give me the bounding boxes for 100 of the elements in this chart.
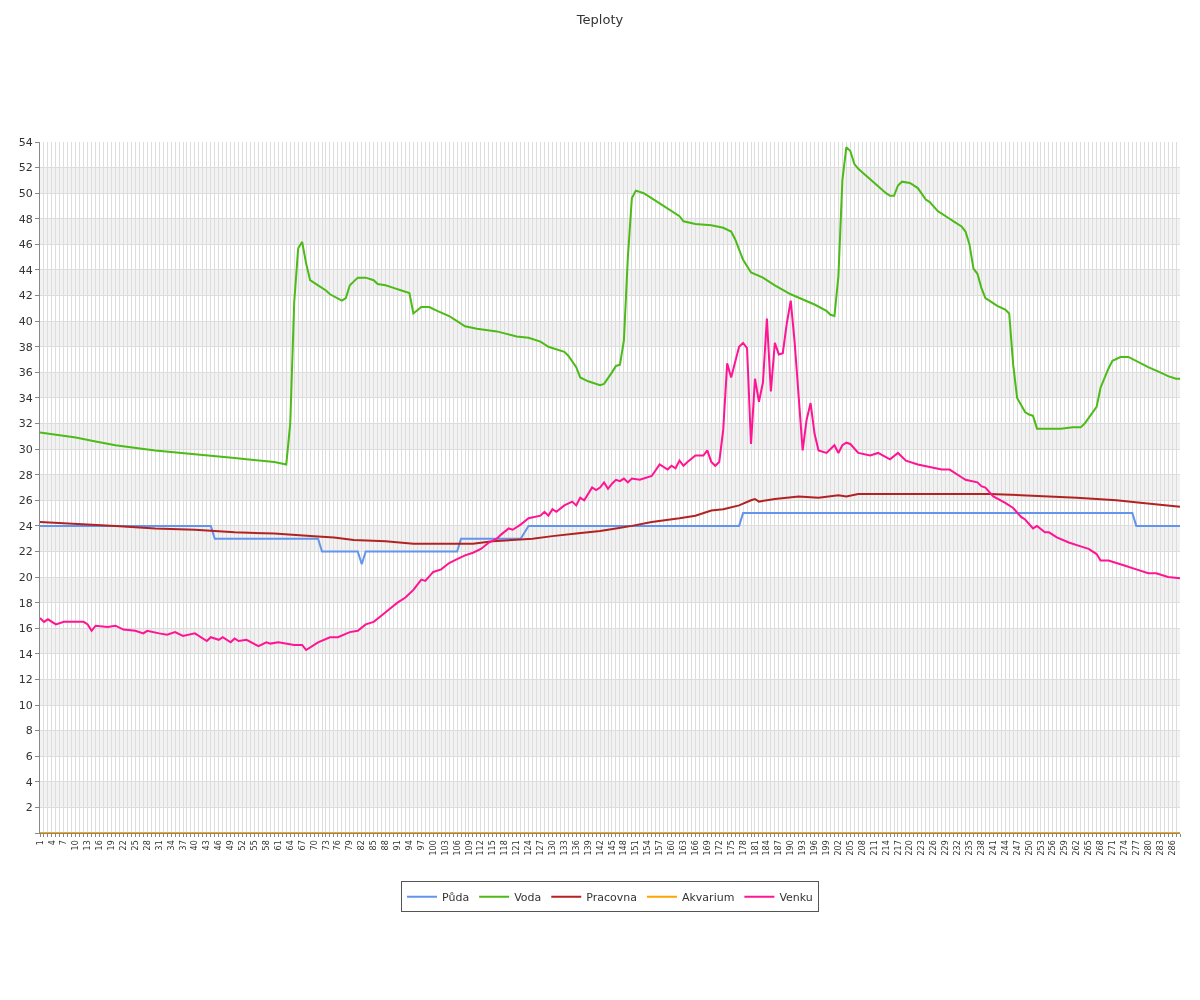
y-tick-label: 40 xyxy=(18,315,33,328)
x-tick-label: 253 xyxy=(1036,840,1046,856)
x-tick-label: 268 xyxy=(1096,840,1106,856)
x-tick-label: 139 xyxy=(583,840,593,856)
x-tick-label: 73 xyxy=(321,840,331,851)
y-tick-label: 24 xyxy=(18,519,33,533)
y-tick-label: 36 xyxy=(18,366,33,380)
y-tick-label: 2 xyxy=(25,801,33,815)
x-tick-label: 124 xyxy=(524,840,534,856)
y-tick-label: 34 xyxy=(18,391,33,405)
x-tick-label: 34 xyxy=(166,840,176,851)
x-tick-label: 55 xyxy=(250,840,260,851)
y-tick-label: 8 xyxy=(25,724,33,738)
x-tick-label: 52 xyxy=(238,840,248,851)
line-series xyxy=(40,492,1180,545)
x-tick-label: 112 xyxy=(476,840,486,856)
y-tick-label: 18 xyxy=(18,596,33,610)
x-tick-label: 247 xyxy=(1012,840,1022,856)
x-tick-label: 187 xyxy=(774,840,784,856)
x-tick-label: 151 xyxy=(631,840,641,856)
x-tick-label: 205 xyxy=(845,840,855,856)
x-tick-label: 163 xyxy=(679,840,689,856)
x-tick-label: 211 xyxy=(869,840,879,856)
y-tick-label: 38 xyxy=(18,340,33,354)
x-tick-label: 103 xyxy=(440,840,450,856)
x-tick-label: 82 xyxy=(357,840,367,851)
x-tick-label: 136 xyxy=(571,840,581,856)
y-tick-label: 32 xyxy=(18,417,33,431)
legend-label: Pracovna xyxy=(586,891,637,905)
x-tick-label: 1 xyxy=(35,840,45,846)
x-tick-label: 142 xyxy=(595,840,605,856)
x-tick-label: 241 xyxy=(988,840,998,856)
x-tick-label: 256 xyxy=(1048,840,1058,856)
x-tick-label: 265 xyxy=(1084,840,1094,856)
x-tick-label: 235 xyxy=(965,840,975,856)
x-tick-label: 79 xyxy=(345,840,355,851)
x-tick-label: 160 xyxy=(667,840,677,856)
x-tick-label: 19 xyxy=(107,840,117,851)
x-tick-label: 286 xyxy=(1167,840,1177,856)
x-tick-label: 61 xyxy=(273,840,283,851)
y-tick-label: 14 xyxy=(18,647,33,661)
x-tick-label: 37 xyxy=(178,840,188,851)
x-tick-label: 31 xyxy=(154,840,164,851)
x-tick-label: 226 xyxy=(929,840,939,856)
legend-label: Půda xyxy=(442,891,470,905)
x-tick-label: 259 xyxy=(1060,840,1070,856)
x-tick-label: 238 xyxy=(976,840,986,856)
x-tick-label: 106 xyxy=(452,840,462,856)
x-tick-label: 280 xyxy=(1143,840,1153,856)
y-tick-label: 6 xyxy=(25,750,33,764)
x-tick-label: 250 xyxy=(1024,840,1034,856)
y-tick-label: 28 xyxy=(18,468,33,482)
y-tick-label: 10 xyxy=(18,698,33,712)
x-tick-label: 16 xyxy=(95,840,105,851)
y-tick-label: 46 xyxy=(18,238,33,252)
line-series xyxy=(40,299,1180,652)
y-tick-label: 48 xyxy=(18,212,33,226)
x-tick-label: 43 xyxy=(202,840,212,851)
y-tick-label: 42 xyxy=(18,289,33,303)
x-tick-label: 157 xyxy=(655,840,665,856)
x-tick-label: 277 xyxy=(1131,840,1141,856)
y-tick-label: 54 xyxy=(18,135,33,149)
x-tick-label: 13 xyxy=(83,840,93,851)
x-tick-label: 214 xyxy=(881,840,891,856)
y-tick-label: 26 xyxy=(18,494,33,508)
x-tick-label: 76 xyxy=(333,840,343,851)
x-tick-label: 85 xyxy=(369,840,379,851)
x-tick-label: 283 xyxy=(1155,840,1165,856)
x-tick-label: 94 xyxy=(405,840,415,851)
y-tick-label: 44 xyxy=(18,263,33,277)
x-tick-label: 223 xyxy=(917,840,927,856)
x-tick-label: 208 xyxy=(857,840,867,856)
x-tick-label: 97 xyxy=(416,840,426,851)
x-tick-label: 217 xyxy=(893,840,903,856)
legend-label: Akvarium xyxy=(681,891,735,905)
x-tick-label: 154 xyxy=(643,840,653,856)
x-tick-label: 40 xyxy=(190,840,200,851)
x-tick-label: 202 xyxy=(834,840,843,856)
x-tick-label: 271 xyxy=(1108,840,1118,856)
x-tick-label: 262 xyxy=(1072,840,1082,856)
x-tick-label: 91 xyxy=(393,840,403,851)
x-tick-label: 181 xyxy=(750,840,760,856)
x-tick-label: 127 xyxy=(536,840,546,856)
x-tick-label: 244 xyxy=(1000,840,1010,856)
x-tick-label: 172 xyxy=(714,840,724,856)
x-tick-label: 130 xyxy=(548,840,557,856)
y-tick-label: 22 xyxy=(18,545,33,559)
y-tick-label: 12 xyxy=(18,673,33,687)
x-tick-label: 115 xyxy=(488,840,498,856)
x-tick-label: 148 xyxy=(619,840,629,856)
line-series xyxy=(40,146,1180,466)
x-tick-label: 7 xyxy=(59,840,69,846)
y-tick-label: 50 xyxy=(18,187,33,201)
x-tick-label: 145 xyxy=(607,840,617,856)
x-tick-label: 118 xyxy=(500,840,510,856)
y-tick-label: 20 xyxy=(18,570,33,584)
x-tick-label: 169 xyxy=(702,840,712,856)
x-tick-label: 196 xyxy=(810,840,820,856)
line-series xyxy=(40,512,1180,566)
x-tick-label: 184 xyxy=(762,840,772,856)
